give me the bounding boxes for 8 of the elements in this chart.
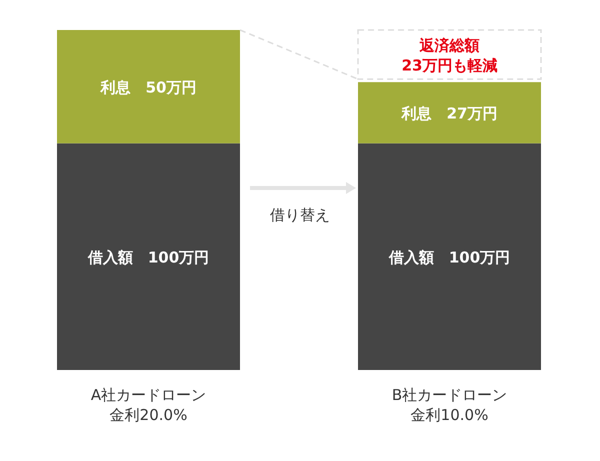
data-label: 借入額 100万円 xyxy=(388,248,510,267)
x-tick-label: A社カードローン金利20.0% xyxy=(90,386,206,424)
data-label: 利息 50万円 xyxy=(100,78,196,97)
data-label: 利息 27万円 xyxy=(400,104,498,123)
annotation: 返済総額 23万円も軽減 xyxy=(402,36,498,75)
annotation: 借り替え xyxy=(270,206,330,224)
x-tick-label: B社カードローン金利10.0% xyxy=(392,386,508,424)
data-label: 借入額 100万円 xyxy=(86,248,210,267)
